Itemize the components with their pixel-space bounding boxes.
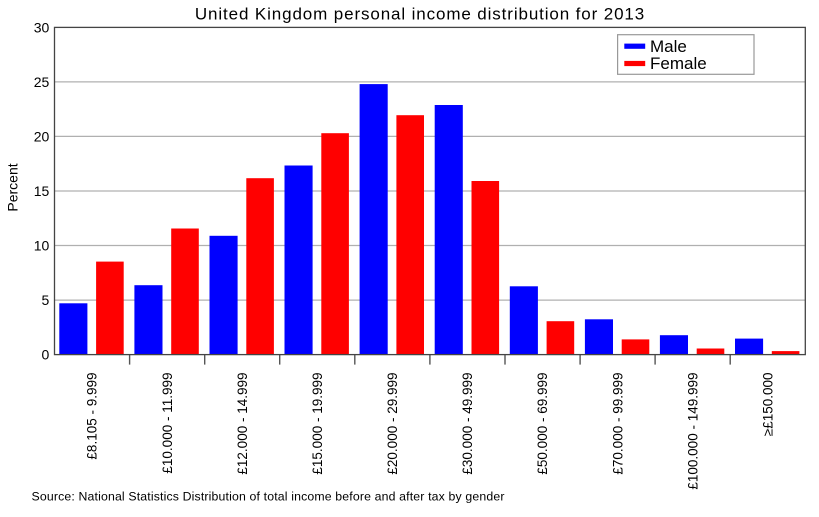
- svg-text:Female: Female: [650, 54, 707, 73]
- svg-text:£8.105 - 9.999: £8.105 - 9.999: [85, 373, 100, 460]
- svg-text:Source: National Statistics Di: Source: National Statistics Distribution…: [32, 490, 505, 504]
- svg-text:0: 0: [42, 347, 50, 363]
- svg-text:£50.000 - 69.999: £50.000 - 69.999: [535, 373, 550, 475]
- svg-text:Male: Male: [650, 37, 687, 56]
- svg-text:£30.000 - 49.999: £30.000 - 49.999: [460, 373, 475, 475]
- svg-text:≥£150.000: ≥£150.000: [761, 373, 776, 437]
- svg-text:£20.000 - 29.999: £20.000 - 29.999: [385, 373, 400, 475]
- svg-text:5: 5: [42, 292, 50, 308]
- svg-text:£15.000 - 19.999: £15.000 - 19.999: [310, 373, 325, 475]
- svg-text:20: 20: [34, 128, 50, 144]
- svg-text:25: 25: [34, 74, 50, 90]
- svg-text:£100.000 - 149.999: £100.000 - 149.999: [685, 373, 700, 490]
- svg-text:15: 15: [34, 183, 50, 199]
- svg-text:£12.000 - 14.999: £12.000 - 14.999: [235, 373, 250, 475]
- svg-text:Percent: Percent: [5, 163, 21, 211]
- svg-text:10: 10: [34, 237, 50, 253]
- svg-text:£70.000 - 99.999: £70.000 - 99.999: [610, 373, 625, 475]
- svg-text:United Kingdom personal income: United Kingdom personal income distribut…: [195, 5, 645, 24]
- svg-text:£10.000 - 11.999: £10.000 - 11.999: [160, 373, 175, 474]
- svg-text:30: 30: [34, 19, 50, 35]
